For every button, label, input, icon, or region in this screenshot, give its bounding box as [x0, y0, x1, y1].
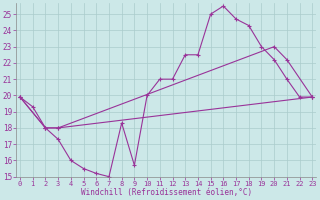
- X-axis label: Windchill (Refroidissement éolien,°C): Windchill (Refroidissement éolien,°C): [81, 188, 252, 197]
